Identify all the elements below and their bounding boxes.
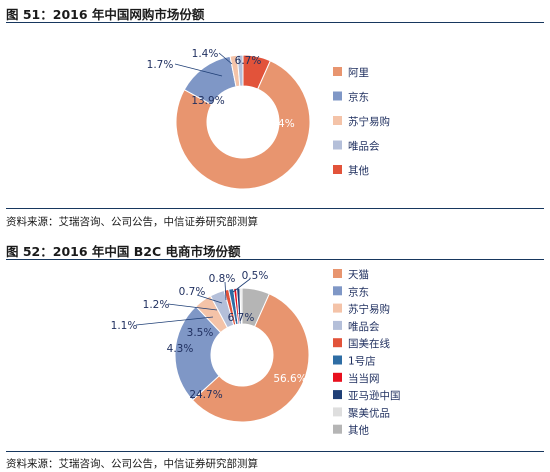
legend-label: 阿里 [348,67,369,79]
donut-slice [239,287,243,325]
legend-swatch [333,320,342,330]
data-label: 13.9% [191,95,224,107]
leader-line [135,316,214,326]
figure-title: 图 51：2016 年中国网购市场份额 [6,7,205,22]
data-label: 56.6% [273,373,306,385]
source-note: 资料来源：艾瑞咨询、公司公告，中信证券研究部测算 [6,216,258,228]
legend-swatch [333,372,342,382]
donut-slice [191,293,310,423]
leader-line [232,278,251,293]
data-label: 1.7% [147,59,174,71]
data-label: 0.5% [242,270,269,282]
legend-label: 其他 [348,424,369,437]
legend-swatch [333,91,342,101]
legend-swatch [333,116,342,125]
legend-swatch [333,286,342,296]
leader-line [224,281,227,301]
legend-label: 唯品会 [348,320,380,333]
leader-line [218,52,233,65]
title-rule [6,259,544,260]
leader-line [174,63,223,77]
donut-slice [175,60,311,190]
legend-label: 当当网 [348,372,380,385]
data-label: 1.4% [192,48,219,60]
leader-line [196,294,223,304]
donut-chart-b2c: 56.6% 24.7% 4.3% 3.5% 1.1% 1.2% 0.7%0.8% 0.5% 6.… [111,268,401,437]
legend-swatch [333,355,342,365]
figure-title: 图 52：2016 年中国 B2C 电商市场份额 [6,244,241,259]
legend-label: 苏宁易购 [348,303,390,316]
legend-label: 国美在线 [348,337,390,350]
source-rule [6,451,544,452]
data-label: 24.7% [189,389,222,401]
source-rule [6,208,544,209]
legend-swatch [333,67,342,76]
donut-slice [174,305,222,401]
legend-swatch [333,269,342,278]
source-note: 资料来源：艾瑞咨询、公司公告，中信证券研究部测算 [6,458,258,470]
title-rule [6,22,544,23]
legend-label: 亚马逊中国 [348,389,401,402]
legend-swatch [333,424,342,434]
legend-swatch [333,407,342,417]
data-label: 6.7% [235,55,262,67]
legend-label: 京东 [348,285,369,298]
legend-swatch [333,390,342,400]
legend-swatch [333,140,342,150]
data-label: 1.1% [111,320,138,332]
legend-label: 聚美优品 [348,406,390,419]
data-label: 0.8% [209,273,236,285]
data-label: 4.3% [167,343,194,355]
legend-label: 京东 [348,91,369,104]
legend-label: 1号店 [348,355,376,368]
data-label: 0.7% [179,286,206,298]
data-label: 6.7% [228,312,255,324]
leader-line [167,303,218,311]
legend-swatch [333,165,342,174]
donut-slice [236,54,244,87]
data-label: 3.5% [187,327,214,339]
data-label: 76.4% [261,118,294,130]
legend-swatch [333,338,342,348]
legend-swatch [333,303,342,313]
legend-label: 天猫 [348,268,369,281]
legend-label: 唯品会 [348,140,380,153]
data-label: 1.2% [143,299,170,311]
legend-label: 其他 [348,164,369,177]
legend-label: 苏宁易购 [348,115,390,128]
